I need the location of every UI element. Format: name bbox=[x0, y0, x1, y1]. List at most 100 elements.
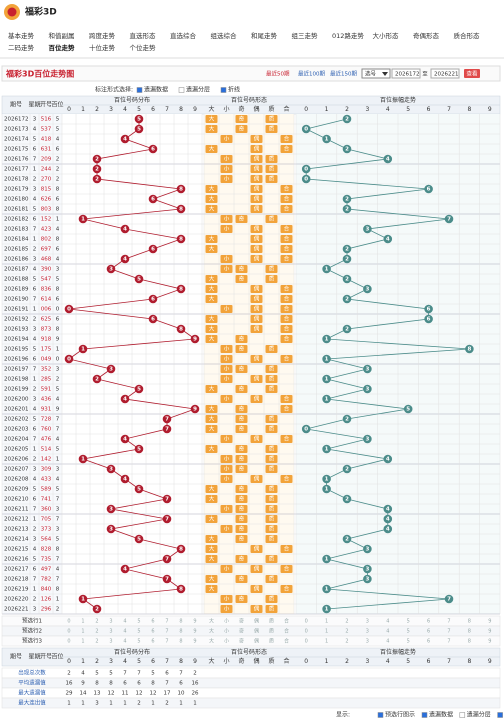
checkbox[interactable] bbox=[136, 87, 143, 93]
preselect-digit[interactable]: 4 bbox=[123, 629, 126, 635]
nav-link[interactable]: 大小形态 bbox=[373, 31, 400, 40]
preselect-digit[interactable]: 6 bbox=[151, 629, 154, 635]
preselect-digit[interactable]: 4 bbox=[123, 619, 126, 625]
preselect-digit[interactable]: 6 bbox=[427, 629, 430, 635]
preselect-digit[interactable]: 1 bbox=[325, 619, 328, 625]
preselect-form[interactable]: 大 bbox=[209, 618, 214, 625]
input-to-text[interactable]: 2026221 bbox=[434, 72, 459, 78]
nav-link[interactable]: 直选形态 bbox=[130, 31, 157, 40]
preselect-digit[interactable]: 9 bbox=[488, 639, 491, 645]
preselect-digit[interactable]: 2 bbox=[345, 619, 348, 625]
preselect-digit[interactable]: 3 bbox=[366, 629, 369, 635]
preselect-form[interactable]: 偶 bbox=[254, 618, 259, 625]
preselect-form[interactable]: 小 bbox=[224, 638, 229, 645]
preselect-digit[interactable]: 6 bbox=[427, 619, 430, 625]
checkbox[interactable] bbox=[497, 712, 503, 718]
preselect-form[interactable]: 偶 bbox=[254, 628, 259, 635]
preselect-form[interactable]: 奇 bbox=[239, 628, 244, 635]
preselect-digit[interactable]: 0 bbox=[67, 629, 70, 635]
select-text[interactable]: 选号 bbox=[365, 70, 377, 78]
preselect-digit[interactable]: 4 bbox=[123, 639, 126, 645]
nav-link[interactable]: 十位走势 bbox=[89, 43, 116, 52]
preselect-digit[interactable]: 7 bbox=[447, 629, 450, 635]
preselect-form[interactable]: 质 bbox=[269, 628, 274, 635]
select-box[interactable] bbox=[361, 68, 391, 79]
checkbox-label[interactable]: 折线 bbox=[228, 86, 240, 94]
checkbox-label[interactable]: 遗漏数据 bbox=[144, 86, 168, 94]
preselect-digit[interactable]: 3 bbox=[109, 639, 112, 645]
preselect-digit[interactable]: 5 bbox=[407, 639, 410, 645]
nav-link[interactable]: 个位走势 bbox=[130, 43, 157, 52]
preselect-digit[interactable]: 7 bbox=[165, 619, 168, 625]
preselect-digit[interactable]: 6 bbox=[151, 619, 154, 625]
recent-link[interactable]: 最近50期 bbox=[266, 70, 290, 78]
preselect-digit[interactable]: 3 bbox=[366, 639, 369, 645]
preselect-form[interactable]: 小 bbox=[224, 628, 229, 635]
nav-link[interactable]: 基本走势 bbox=[8, 31, 35, 40]
preselect-digit[interactable]: 7 bbox=[165, 629, 168, 635]
preselect-digit[interactable]: 8 bbox=[468, 639, 471, 645]
query-button-text[interactable]: 查看 bbox=[466, 70, 478, 78]
preselect-form[interactable]: 质 bbox=[269, 618, 274, 625]
checkbox[interactable] bbox=[459, 712, 466, 718]
preselect-form[interactable]: 大 bbox=[209, 638, 214, 645]
preselect-digit[interactable]: 1 bbox=[81, 639, 84, 645]
preselect-digit[interactable]: 7 bbox=[447, 619, 450, 625]
preselect-form[interactable]: 质 bbox=[269, 638, 274, 645]
nav-link[interactable]: 直选综合 bbox=[170, 31, 197, 40]
preselect-digit[interactable]: 9 bbox=[193, 639, 196, 645]
input-from-text[interactable]: 2026172 bbox=[395, 72, 420, 78]
preselect-form[interactable]: 大 bbox=[209, 628, 214, 635]
nav-link[interactable]: 和值副属 bbox=[49, 31, 75, 40]
preselect-digit[interactable]: 5 bbox=[407, 619, 410, 625]
preselect-form[interactable]: 偶 bbox=[254, 638, 259, 645]
input-to[interactable] bbox=[430, 68, 460, 79]
preselect-digit[interactable]: 8 bbox=[468, 619, 471, 625]
preselect-digit[interactable]: 0 bbox=[305, 639, 308, 645]
nav-link[interactable]: 和尾走势 bbox=[251, 31, 278, 40]
preselect-digit[interactable]: 1 bbox=[81, 619, 84, 625]
preselect-digit[interactable]: 0 bbox=[67, 639, 70, 645]
preselect-form[interactable]: 小 bbox=[224, 618, 229, 625]
nav-link[interactable]: 质合形态 bbox=[454, 31, 481, 40]
preselect-digit[interactable]: 1 bbox=[325, 639, 328, 645]
checkbox-label[interactable]: 预选行图示 bbox=[385, 711, 415, 719]
recent-link[interactable]: 最近100期 bbox=[298, 70, 325, 78]
recent-link[interactable]: 最近150期 bbox=[330, 70, 357, 78]
nav-link[interactable]: 跨度走势 bbox=[89, 31, 116, 40]
preselect-digit[interactable]: 9 bbox=[488, 629, 491, 635]
preselect-form[interactable]: 奇 bbox=[239, 638, 244, 645]
checkbox[interactable] bbox=[220, 87, 227, 93]
preselect-digit[interactable]: 3 bbox=[109, 619, 112, 625]
nav-link[interactable]: 012路走势 bbox=[332, 31, 364, 40]
preselect-digit[interactable]: 8 bbox=[468, 629, 471, 635]
nav-link[interactable]: 组选综合 bbox=[211, 31, 238, 40]
preselect-digit[interactable]: 9 bbox=[488, 619, 491, 625]
preselect-form[interactable]: 合 bbox=[284, 628, 289, 635]
preselect-digit[interactable]: 4 bbox=[386, 629, 389, 635]
preselect-digit[interactable]: 4 bbox=[386, 639, 389, 645]
preselect-form[interactable]: 奇 bbox=[239, 618, 244, 625]
checkbox-label[interactable]: 遗漏分层 bbox=[467, 711, 491, 719]
preselect-digit[interactable]: 1 bbox=[81, 629, 84, 635]
preselect-digit[interactable]: 7 bbox=[165, 639, 168, 645]
preselect-digit[interactable]: 5 bbox=[407, 629, 410, 635]
preselect-digit[interactable]: 2 bbox=[345, 639, 348, 645]
preselect-digit[interactable]: 1 bbox=[325, 629, 328, 635]
preselect-digit[interactable]: 5 bbox=[137, 639, 140, 645]
query-button[interactable] bbox=[464, 69, 480, 78]
preselect-form[interactable]: 合 bbox=[284, 638, 289, 645]
nav-link[interactable]: 二码走势 bbox=[8, 43, 35, 52]
preselect-digit[interactable]: 5 bbox=[137, 629, 140, 635]
preselect-digit[interactable]: 6 bbox=[427, 639, 430, 645]
checkbox-label[interactable]: 遗漏数据 bbox=[429, 711, 453, 719]
nav-link[interactable]: 组三走势 bbox=[292, 31, 319, 40]
preselect-digit[interactable]: 5 bbox=[137, 619, 140, 625]
preselect-digit[interactable]: 4 bbox=[386, 619, 389, 625]
preselect-digit[interactable]: 3 bbox=[109, 629, 112, 635]
preselect-digit[interactable]: 2 bbox=[345, 629, 348, 635]
input-from[interactable] bbox=[391, 68, 421, 79]
checkbox-label[interactable]: 遗漏分层 bbox=[186, 86, 210, 94]
preselect-digit[interactable]: 0 bbox=[67, 619, 70, 625]
checkbox[interactable] bbox=[421, 712, 428, 718]
